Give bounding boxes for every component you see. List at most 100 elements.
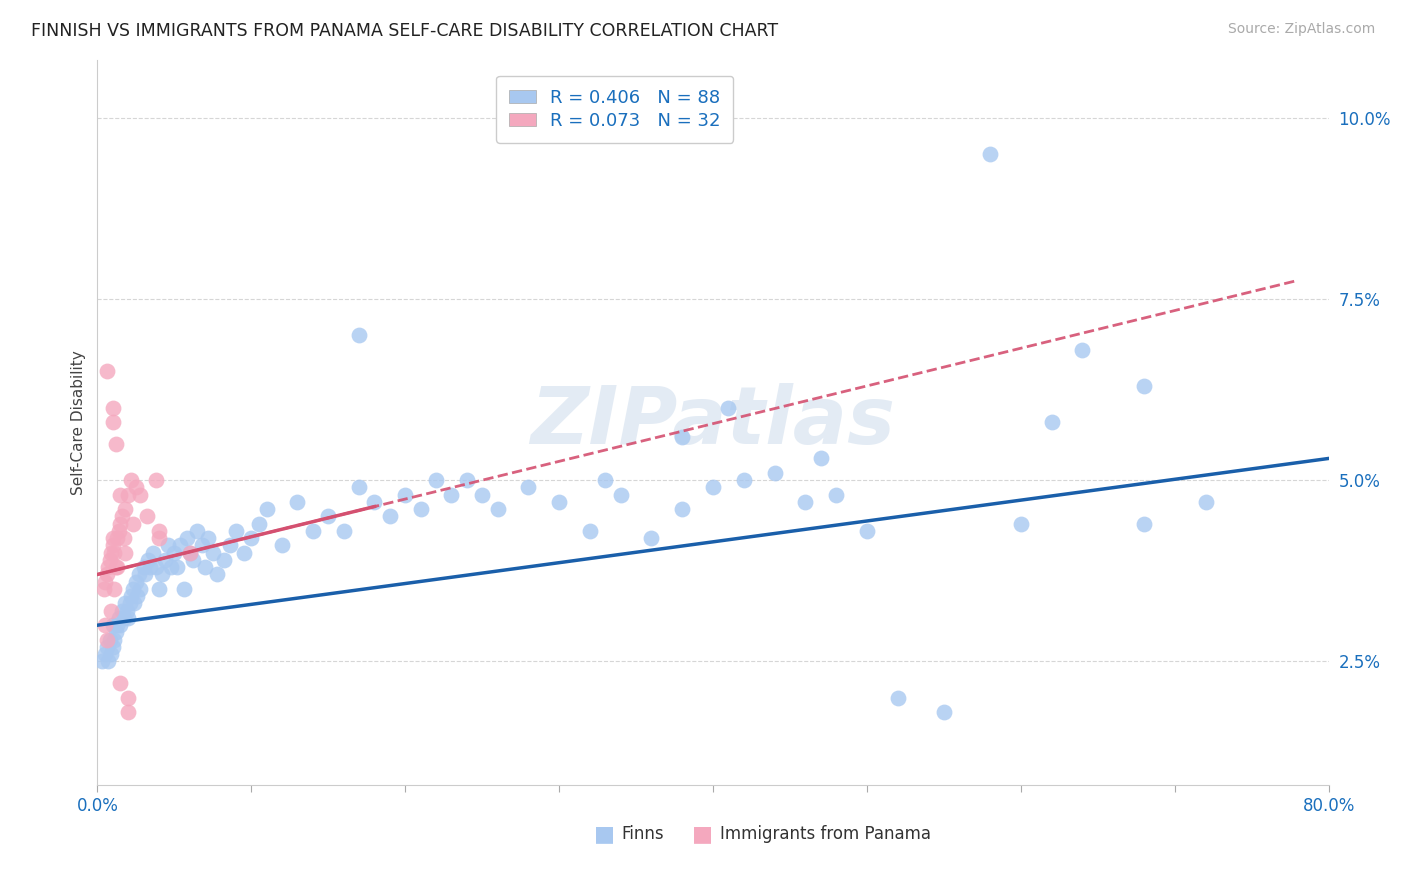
Point (135, 509, 157, 524)
Point (112, 611, 135, 625)
Point (763, 466, 786, 480)
Point (96, 364, 118, 378)
Text: Immigrants from Panama: Immigrants from Panama (720, 825, 931, 843)
Point (110, 488, 132, 502)
Legend: R = 0.406   N = 88, R = 0.073   N = 32: R = 0.406 N = 88, R = 0.073 N = 32 (496, 76, 733, 143)
Point (97, 560, 120, 574)
Point (157, 538, 180, 552)
Point (105, 560, 128, 574)
Point (148, 582, 170, 596)
Point (96, 632, 118, 647)
Point (702, 480, 724, 494)
Point (138, 560, 160, 574)
Point (191, 538, 214, 552)
Point (120, 589, 142, 603)
Point (181, 553, 204, 567)
Point (409, 502, 432, 516)
Text: ZIPatlas: ZIPatlas (530, 384, 896, 461)
Point (197, 531, 219, 545)
Point (717, 401, 740, 415)
Point (120, 473, 142, 487)
Point (108, 611, 131, 625)
Point (179, 546, 201, 560)
Point (101, 401, 124, 415)
Point (207, 567, 229, 582)
Point (98, 632, 121, 647)
Point (671, 502, 693, 516)
Point (132, 560, 155, 574)
Point (1071, 343, 1094, 357)
Point (103, 632, 125, 647)
Point (145, 473, 167, 487)
Point (794, 495, 817, 509)
Point (1040, 415, 1063, 429)
Point (96, 567, 118, 582)
Point (125, 574, 148, 589)
Point (456, 473, 478, 487)
Point (129, 488, 152, 502)
Point (316, 509, 339, 524)
Point (425, 473, 447, 487)
Y-axis label: Self-Care Disability: Self-Care Disability (72, 350, 86, 494)
Point (150, 567, 173, 582)
Point (548, 495, 571, 509)
Point (103, 546, 125, 560)
Point (271, 538, 294, 552)
Point (471, 488, 494, 502)
Text: Source: ZipAtlas.com: Source: ZipAtlas.com (1227, 22, 1375, 37)
Point (145, 560, 167, 574)
Point (256, 502, 278, 516)
Point (1010, 516, 1032, 531)
Point (378, 509, 401, 524)
Point (186, 524, 208, 538)
Point (856, 524, 879, 538)
Point (394, 488, 416, 502)
Point (94, 574, 117, 589)
Point (232, 546, 254, 560)
Point (218, 538, 240, 552)
Text: ■: ■ (593, 824, 614, 844)
Point (110, 618, 132, 632)
Point (1133, 379, 1156, 393)
Text: ■: ■ (692, 824, 713, 844)
Point (595, 473, 617, 487)
Point (332, 524, 354, 538)
Point (887, 690, 910, 705)
Point (101, 640, 124, 654)
Point (93, 582, 115, 596)
Point (825, 488, 848, 502)
Point (101, 415, 124, 429)
Point (136, 553, 159, 567)
Point (160, 560, 183, 574)
Point (101, 618, 124, 632)
Point (163, 546, 186, 560)
Point (347, 328, 370, 343)
Point (121, 516, 143, 531)
Point (579, 524, 602, 538)
Point (517, 480, 540, 494)
Point (94, 618, 117, 632)
Point (101, 538, 124, 552)
Point (225, 524, 247, 538)
Point (105, 531, 128, 545)
Point (363, 495, 385, 509)
Point (98, 553, 121, 567)
Point (127, 589, 149, 603)
Point (104, 625, 127, 640)
Point (111, 604, 134, 618)
Point (121, 582, 143, 596)
Point (114, 546, 136, 560)
Point (1133, 516, 1156, 531)
Point (117, 690, 139, 705)
Point (153, 553, 176, 567)
Point (117, 488, 139, 502)
Point (125, 480, 148, 494)
Point (94, 647, 117, 661)
Point (115, 604, 138, 618)
Point (101, 531, 124, 545)
Point (100, 546, 122, 560)
Point (287, 495, 309, 509)
Text: FINNISH VS IMMIGRANTS FROM PANAMA SELF-CARE DISABILITY CORRELATION CHART: FINNISH VS IMMIGRANTS FROM PANAMA SELF-C… (31, 22, 778, 40)
Point (201, 546, 224, 560)
Point (440, 488, 463, 502)
